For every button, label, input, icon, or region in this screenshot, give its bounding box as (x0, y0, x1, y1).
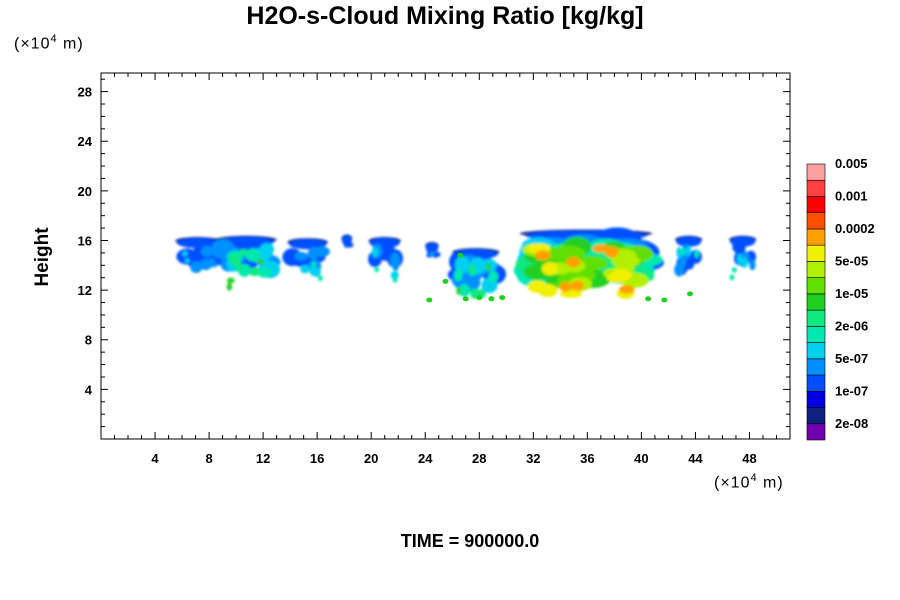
colorbar-label: 5e-05 (835, 253, 868, 268)
colorbar-label: 5e-07 (835, 351, 868, 366)
colorbar-label: 2e-06 (835, 318, 868, 333)
colorbar-swatch (806, 228, 826, 246)
colorbar-label: 0.005 (835, 156, 868, 171)
x-unit-suffix: m) (757, 474, 784, 492)
colorbar-swatch (806, 358, 826, 376)
y-tick-label: 16 (78, 233, 92, 248)
x-tick-label: 32 (526, 451, 540, 466)
colorbar-swatch (806, 244, 826, 262)
chart-title: H2O-s-Cloud Mixing Ratio [kg/kg] (246, 2, 644, 30)
colorbar-label: 2e-08 (835, 416, 868, 431)
cloud-cell (661, 297, 668, 303)
x-unit-exponent: 4 (750, 472, 758, 484)
y-tick-label: 24 (78, 134, 93, 149)
x-tick-label: 28 (472, 451, 486, 466)
colorbar-swatch (806, 342, 826, 360)
colorbar-swatch (806, 196, 826, 214)
cloud-feature (368, 237, 404, 283)
x-axis-unit: (×104 m) (714, 472, 784, 492)
x-tick-label: 16 (310, 451, 324, 466)
colorbar-swatch (806, 163, 826, 181)
cloud-field (175, 227, 757, 303)
cloud-cell (442, 278, 449, 284)
cloud-cell (426, 297, 433, 303)
colorbar-swatch (806, 309, 826, 327)
cloud-feature (425, 241, 441, 258)
cloud-cell (687, 291, 694, 297)
cloud-cells (426, 252, 694, 303)
cloud-feature (341, 234, 354, 248)
cloud-feature (729, 235, 757, 281)
colorbar-swatch (806, 277, 826, 295)
cloud-cell (488, 296, 495, 302)
y-unit-exponent: 4 (50, 33, 58, 45)
cloud-feature (674, 235, 703, 277)
cloud-cell (499, 295, 506, 301)
x-unit-prefix: (×10 (714, 474, 751, 492)
cloud-feature (513, 227, 665, 299)
y-unit-prefix: (×10 (14, 35, 51, 53)
cloud-cell (462, 296, 469, 302)
x-axis: 4 8 12 16 20 24 28 32 36 40 44 48 (114, 73, 777, 466)
colorbar: 2e-08 1e-07 5e-07 2e-06 1e-05 5e-05 0.0002 0.00… (806, 156, 875, 441)
cloud-cell (457, 252, 464, 258)
x-tick-label: 36 (580, 451, 594, 466)
colorbar-swatch (806, 179, 826, 197)
x-tick-label: 40 (634, 451, 648, 466)
x-tick-label: 8 (205, 451, 212, 466)
colorbar-label: 0.0002 (835, 221, 875, 236)
x-tick-label: 20 (364, 451, 378, 466)
colorbar-swatch (806, 326, 826, 343)
colorbar-swatch (806, 212, 826, 230)
time-label: TIME = 900000.0 (400, 531, 540, 551)
y-tick-label: 28 (78, 85, 92, 100)
colorbar-label: 1e-07 (835, 383, 868, 398)
x-tick-label: 44 (688, 451, 703, 466)
x-tick-label: 24 (418, 451, 433, 466)
plot-frame (100, 72, 791, 440)
colorbar-swatch (806, 293, 826, 311)
y-tick-label: 12 (78, 283, 92, 298)
y-axis: 4 8 12 16 20 24 28 (78, 78, 790, 428)
cloud-cell (476, 295, 483, 301)
colorbar-label: 1e-05 (835, 286, 868, 301)
colorbar-swatch (806, 374, 826, 392)
cloud-feature (282, 238, 330, 282)
colorbar-swatch (806, 261, 826, 278)
y-tick-label: 8 (85, 333, 92, 348)
y-axis-unit: (×104 m) (14, 33, 84, 53)
cloud-feature (447, 248, 507, 299)
y-unit-suffix: m) (57, 35, 84, 53)
colorbar-swatch (806, 407, 826, 425)
x-tick-label: 48 (742, 451, 756, 466)
x-tick-label: 4 (151, 451, 159, 466)
y-tick-label: 4 (85, 382, 93, 397)
colorbar-label: 0.001 (835, 188, 868, 203)
cloud-cell (645, 296, 652, 302)
colorbar-swatch (806, 423, 826, 441)
x-tick-label: 12 (256, 451, 270, 466)
cloud-feature (210, 235, 281, 291)
colorbar-swatch (806, 390, 826, 408)
y-tick-label: 20 (78, 184, 92, 199)
